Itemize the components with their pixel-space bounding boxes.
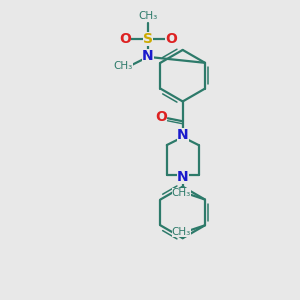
Text: S: S <box>143 32 153 46</box>
Text: CH₃: CH₃ <box>114 61 133 71</box>
Text: CH₃: CH₃ <box>172 227 191 237</box>
Text: CH₃: CH₃ <box>138 11 158 21</box>
Text: CH₃: CH₃ <box>172 188 191 198</box>
Text: O: O <box>165 32 177 46</box>
Text: O: O <box>155 110 167 124</box>
Text: O: O <box>119 32 131 46</box>
Text: N: N <box>177 170 188 184</box>
Text: N: N <box>177 128 188 142</box>
Text: N: N <box>142 49 154 63</box>
